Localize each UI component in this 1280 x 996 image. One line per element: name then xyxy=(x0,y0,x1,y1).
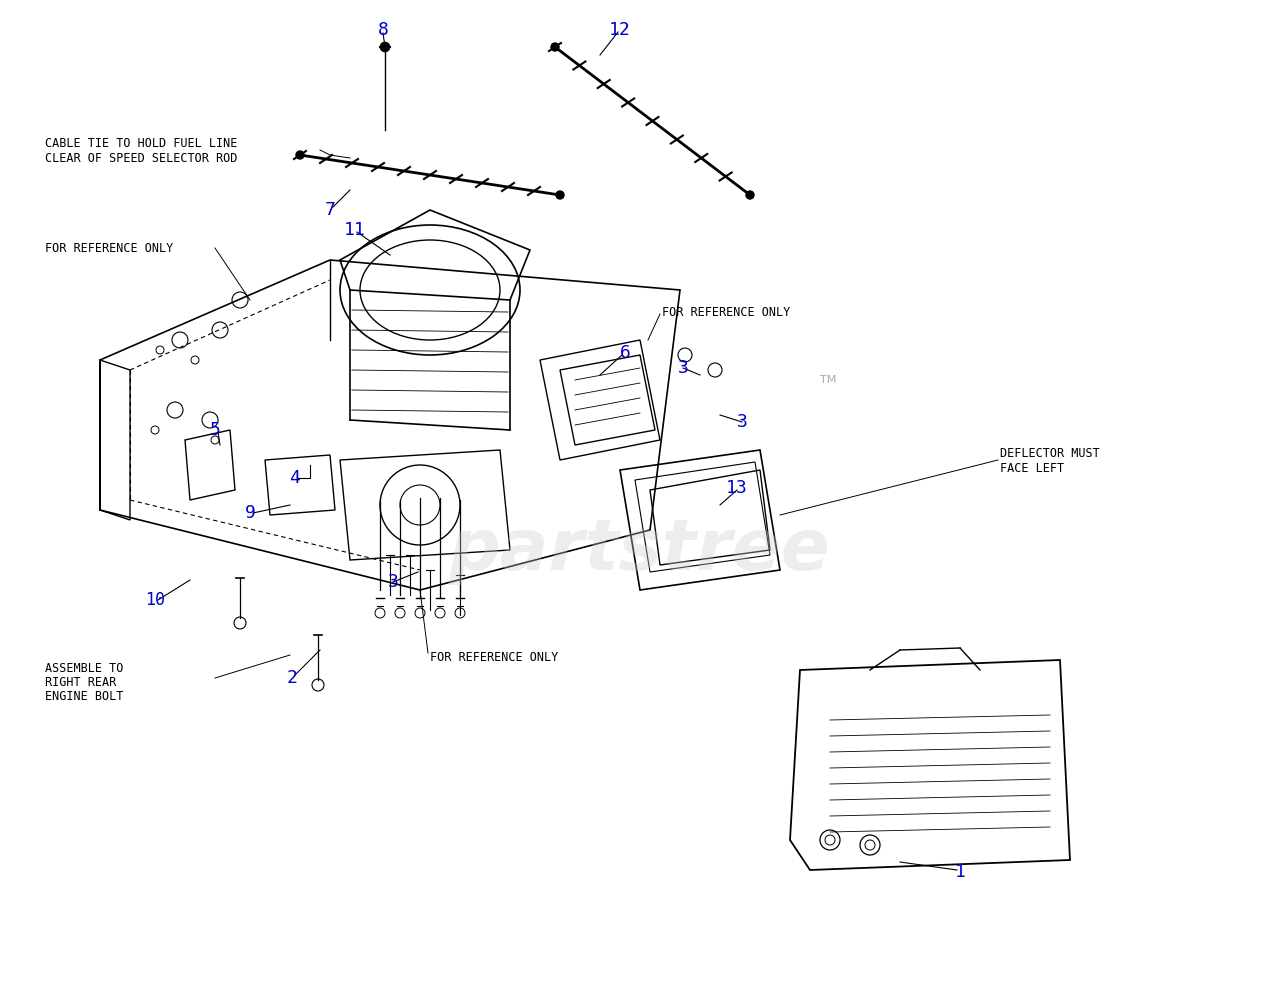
Text: ASSEMBLE TO: ASSEMBLE TO xyxy=(45,661,123,674)
Text: FOR REFERENCE ONLY: FOR REFERENCE ONLY xyxy=(662,306,790,319)
Text: 6: 6 xyxy=(620,344,631,362)
Text: 5: 5 xyxy=(210,421,220,439)
Text: 3: 3 xyxy=(677,359,689,377)
Text: ENGINE BOLT: ENGINE BOLT xyxy=(45,689,123,702)
Text: 1: 1 xyxy=(955,863,965,881)
Circle shape xyxy=(380,42,390,52)
Text: DEFLECTOR MUST: DEFLECTOR MUST xyxy=(1000,446,1100,459)
Circle shape xyxy=(746,191,754,199)
Text: 11: 11 xyxy=(344,221,366,239)
Text: 7: 7 xyxy=(325,201,335,219)
Text: 3: 3 xyxy=(736,413,748,431)
Text: FOR REFERENCE ONLY: FOR REFERENCE ONLY xyxy=(45,241,173,255)
Circle shape xyxy=(550,43,559,51)
Text: 10: 10 xyxy=(145,591,165,609)
Circle shape xyxy=(556,191,564,199)
Text: CABLE TIE TO HOLD FUEL LINE: CABLE TIE TO HOLD FUEL LINE xyxy=(45,136,237,149)
Circle shape xyxy=(296,151,305,159)
Text: CLEAR OF SPEED SELECTOR ROD: CLEAR OF SPEED SELECTOR ROD xyxy=(45,151,237,164)
Text: 2: 2 xyxy=(287,669,297,687)
Text: 13: 13 xyxy=(726,479,748,497)
Text: 9: 9 xyxy=(244,504,256,522)
Text: FACE LEFT: FACE LEFT xyxy=(1000,461,1064,474)
Text: 4: 4 xyxy=(289,469,301,487)
Text: 3: 3 xyxy=(388,573,398,591)
Text: TM: TM xyxy=(820,375,836,385)
Text: RIGHT REAR: RIGHT REAR xyxy=(45,675,116,688)
Text: FOR REFERENCE ONLY: FOR REFERENCE ONLY xyxy=(430,650,558,663)
Text: partstree: partstree xyxy=(449,516,831,585)
Text: 12: 12 xyxy=(609,21,631,39)
Text: 8: 8 xyxy=(378,21,388,39)
